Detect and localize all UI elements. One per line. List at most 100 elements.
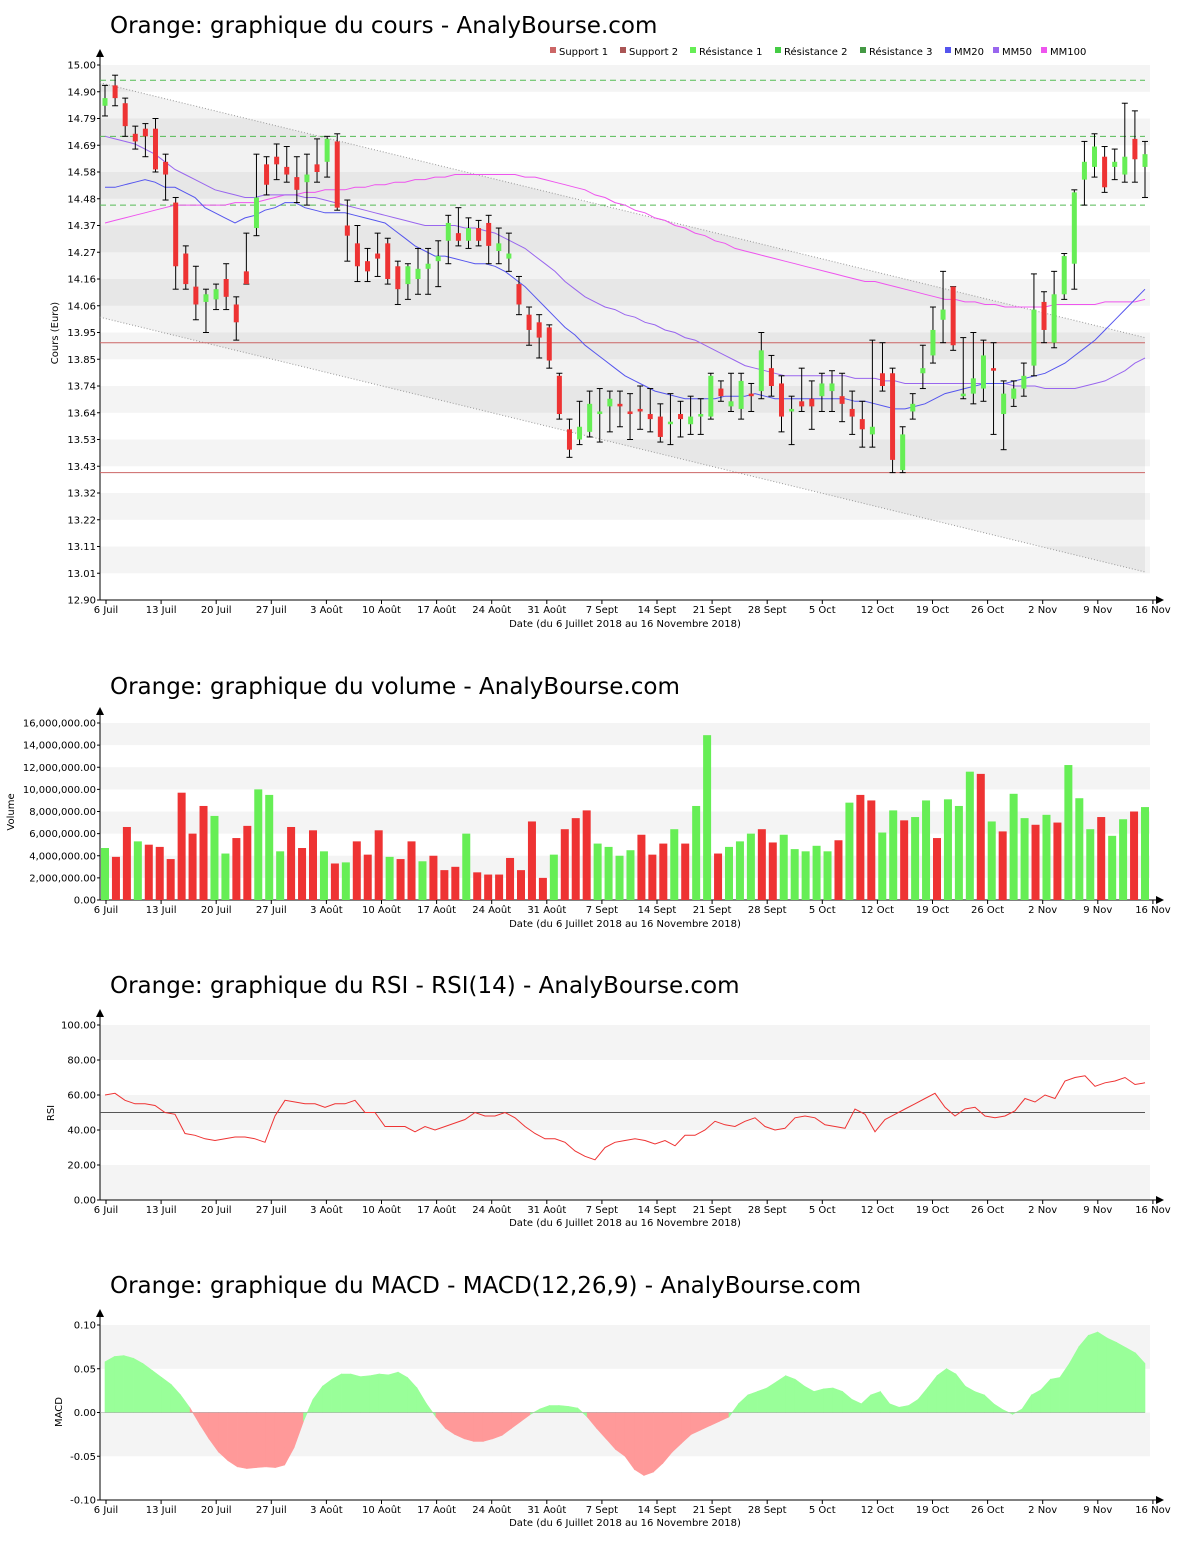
macd-area-segment (634, 1412, 645, 1477)
macd-area-segment (880, 1390, 890, 1413)
macd-area-segment (256, 1412, 266, 1468)
volume-bar (725, 846, 733, 900)
volume-x-tick-label: 6 Juil (94, 905, 118, 916)
candle-body (284, 166, 290, 175)
candle-body (587, 403, 593, 432)
volume-bar (506, 857, 515, 900)
macd-area-segment (104, 1355, 115, 1413)
price-grid-band (100, 65, 1150, 92)
volume-x-tick-label: 28 Sept (748, 905, 787, 916)
volume-x-tick-label: 26 Oct (971, 905, 1004, 916)
volume-bar (571, 818, 580, 900)
price-x-tick-label: 27 Juil (256, 605, 287, 616)
price-x-tick-label: 13 Juil (146, 605, 177, 616)
macd-area-segment (823, 1387, 834, 1413)
volume-bar (922, 800, 931, 900)
volume-bar (221, 853, 230, 900)
macd-area-segment (974, 1391, 985, 1413)
macd-area-segment (898, 1405, 909, 1413)
rsi-y-tick-label: 40.00 (67, 1126, 96, 1137)
legend-swatch (550, 47, 556, 53)
candle-body (890, 373, 896, 460)
macd-area-segment (114, 1355, 125, 1413)
macd-area-segment (180, 1394, 191, 1413)
price-x-tick-label: 20 Juil (201, 605, 232, 616)
volume-bar (1064, 765, 1073, 900)
price-x-tick-label: 3 Août (310, 604, 343, 616)
volume-bar (319, 851, 328, 900)
macd-area-segment (1031, 1389, 1042, 1413)
volume-x-tick-label: 3 Août (310, 904, 343, 916)
candle-body (294, 177, 300, 190)
price-y-tick-label: 13.22 (67, 515, 96, 526)
price-y-tick-label: 14.06 (67, 301, 96, 312)
rsi-x-tick-label: 20 Juil (201, 1205, 232, 1216)
volume-bar (1097, 817, 1106, 900)
candle-body (163, 161, 169, 175)
candle-body (526, 314, 532, 330)
candle-body (950, 286, 956, 346)
macd-grid-band (100, 1325, 1150, 1369)
volume-bar (604, 846, 613, 900)
macd-area-segment (416, 1386, 427, 1413)
candle-body (910, 403, 916, 412)
candle-body (445, 222, 451, 241)
candle-body (667, 421, 673, 425)
volume-bar (363, 854, 372, 900)
candle-body (900, 434, 906, 471)
candle-body (1061, 256, 1067, 295)
price-x-tick-label: 12 Oct (861, 605, 894, 616)
candle-body (465, 228, 471, 241)
price-y-tick-label: 13.53 (67, 435, 96, 446)
volume-x-tick-label: 12 Oct (861, 905, 894, 916)
candle-body (708, 375, 714, 417)
volume-bar (1053, 822, 1062, 900)
candle-body (223, 279, 229, 297)
macd-area-segment (842, 1390, 853, 1413)
volume-bar (210, 815, 219, 900)
volume-grid-band (100, 767, 1150, 790)
trend-line-lower (99, 316, 1146, 573)
volume-x-tick-label: 17 Août (417, 904, 456, 916)
candlestick-chart: Orange: graphique du cours - AnalyBourse… (50, 13, 1171, 630)
volume-bar (582, 810, 591, 900)
macd-area-segment (747, 1391, 758, 1413)
candle-body (112, 85, 118, 99)
price-grid-band (100, 225, 1150, 253)
candle-body (354, 243, 360, 267)
mm100-line (104, 174, 1146, 308)
macd-area-segment (917, 1387, 928, 1413)
macd-area-segment (161, 1376, 172, 1413)
volume-bar (714, 853, 723, 900)
volume-bar (976, 773, 985, 900)
macd-area-segment (766, 1381, 777, 1413)
price-grid-band (100, 118, 1150, 146)
volume-bar (101, 848, 109, 900)
candle-body (839, 396, 845, 404)
macd-area-segment (492, 1412, 503, 1440)
volume-bar (790, 849, 799, 900)
volume-bar (692, 805, 701, 900)
candle-body (1021, 375, 1027, 389)
rsi-y-tick-label: 20.00 (67, 1161, 96, 1172)
macd-y-axis-arrow (96, 1309, 104, 1317)
candle-body (415, 268, 421, 279)
macd-chart-title: Orange: graphique du MACD - MACD(12,26,9… (110, 1273, 861, 1299)
volume-bar (1119, 819, 1128, 900)
volume-bar (900, 820, 909, 900)
price-x-tick-label: 6 Juil (94, 605, 118, 616)
volume-bar (276, 851, 285, 900)
rsi-grid-band (100, 1165, 1150, 1200)
candle-body (1041, 301, 1047, 330)
macd-area-segment (927, 1374, 938, 1413)
candle-body (506, 253, 512, 259)
candle-body (264, 164, 270, 185)
candle-body (789, 408, 795, 412)
rsi-x-tick-label: 17 Août (417, 1204, 456, 1216)
volume-x-tick-label: 24 Août (472, 904, 511, 916)
rsi-x-tick-label: 24 Août (472, 1204, 511, 1216)
volume-bar (287, 826, 296, 900)
volume-y-tick-label: 6,000,000.00 (29, 829, 96, 840)
legend-entry: MM20 (954, 47, 984, 58)
volume-bar (823, 851, 832, 900)
